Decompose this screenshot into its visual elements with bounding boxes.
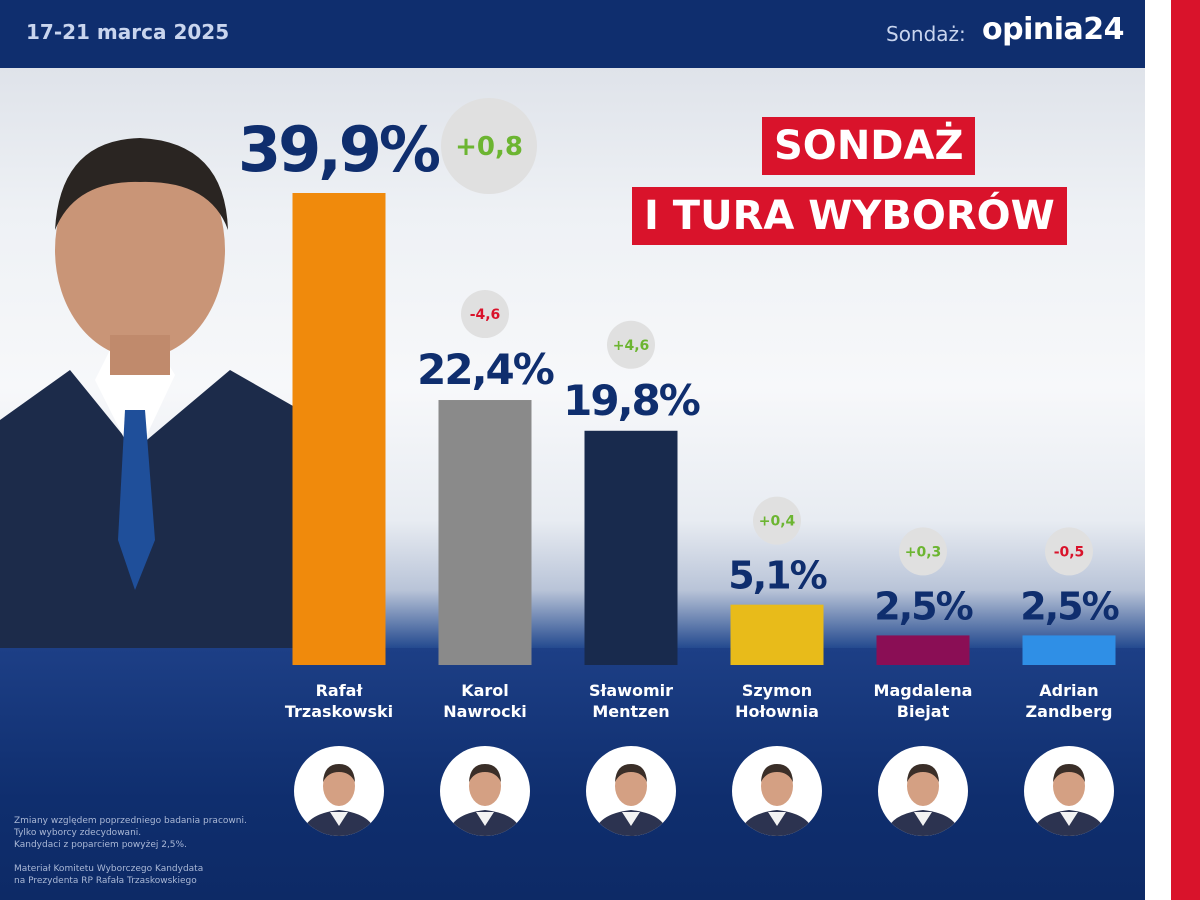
candidate-name-line: Adrian xyxy=(1039,681,1099,700)
change-label: +4,6 xyxy=(613,338,650,354)
candidate-avatar xyxy=(294,746,384,836)
avatar-image xyxy=(302,764,376,836)
candidate-name: Magdalena Biejat xyxy=(853,680,993,722)
candidate-name-line: Mentzen xyxy=(592,702,670,721)
value-label: 39,9% xyxy=(238,113,440,186)
candidate-name-line: Magdalena xyxy=(873,681,973,700)
candidate-name-line: Hołownia xyxy=(735,702,819,721)
header-bar: 17-21 marca 2025 Sondaż: opinia24 xyxy=(0,0,1145,68)
bar xyxy=(438,400,532,665)
value-label: 2,5% xyxy=(874,584,972,628)
value-label: 5,1% xyxy=(728,554,826,598)
avatar-image xyxy=(740,764,814,836)
footnote-line: Kandydaci z poparciem powyżej 2,5%. xyxy=(14,840,187,850)
poll-date: 17-21 marca 2025 xyxy=(26,20,230,44)
change-badge xyxy=(461,290,509,339)
footnote: Zmiany względem poprzedniego badania pra… xyxy=(14,815,294,887)
bar xyxy=(1022,635,1116,665)
candidate-name-line: Karol xyxy=(461,681,509,700)
candidate-name-line: Nawrocki xyxy=(443,702,527,721)
change-badge xyxy=(899,527,947,576)
footnote-line xyxy=(14,851,294,863)
candidate-name-line: Sławomir xyxy=(588,681,674,700)
value-label: 2,5% xyxy=(1020,584,1118,628)
change-badge xyxy=(1045,527,1093,576)
candidate-name: Rafał Trzaskowski xyxy=(269,680,409,722)
avatar-image xyxy=(886,764,960,836)
candidate-name: Sławomir Mentzen xyxy=(561,680,701,722)
bar xyxy=(876,635,970,665)
candidate-name: Adrian Zandberg xyxy=(999,680,1139,722)
footnote-line: na Prezydenta RP Rafała Trzaskowskiego xyxy=(14,876,197,886)
candidate-name-line: Zandberg xyxy=(1025,702,1113,721)
candidate-avatar xyxy=(1024,746,1114,836)
change-label: -4,6 xyxy=(470,307,501,323)
candidate-name: Szymon Hołownia xyxy=(707,680,847,722)
side-stripe-red xyxy=(1171,0,1200,900)
value-label: 19,8% xyxy=(563,376,700,425)
candidate-avatar xyxy=(732,746,822,836)
candidate-portrait-image xyxy=(0,138,300,648)
candidate-name-line: Biejat xyxy=(896,702,950,721)
poll-label: Sondaż: xyxy=(886,22,966,46)
side-stripe-white xyxy=(1145,0,1171,900)
change-badge xyxy=(753,496,801,545)
candidate-avatar xyxy=(586,746,676,836)
chart-title-line2: I TURA WYBORÓW xyxy=(632,187,1067,245)
candidate-avatar xyxy=(440,746,530,836)
change-badge xyxy=(441,98,537,194)
opinia24-logo: opinia24 xyxy=(982,12,1125,47)
avatar-image xyxy=(1032,764,1106,836)
bar xyxy=(730,604,824,665)
avatar-image xyxy=(448,764,522,836)
value-label: 22,4% xyxy=(417,345,554,394)
avatar-image xyxy=(594,764,668,836)
candidate-name-line: Rafał xyxy=(315,681,363,700)
candidate-name-line: Trzaskowski xyxy=(284,702,394,721)
change-label: +0,4 xyxy=(759,514,796,530)
footnote-line: Zmiany względem poprzedniego badania pra… xyxy=(14,816,247,826)
candidate-name-line: Szymon xyxy=(741,681,813,700)
bar xyxy=(292,193,386,665)
bar xyxy=(584,430,678,665)
change-label: +0,8 xyxy=(455,132,523,162)
candidate-avatar xyxy=(878,746,968,836)
footnote-line: Materiał Komitetu Wyborczego Kandydata xyxy=(14,864,204,874)
change-label: +0,3 xyxy=(905,544,942,560)
chart-title-line1: SONDAŻ xyxy=(762,117,976,175)
change-badge xyxy=(607,320,655,369)
change-label: -0,5 xyxy=(1054,544,1085,560)
footnote-line: Tylko wyborcy zdecydowani. xyxy=(14,828,142,838)
candidate-name: Karol Nawrocki xyxy=(415,680,555,722)
bar-chart: 39,9% +0,8 22,4% -4,6 19,8% +4,6 5,1% +0,4 2,5% +… xyxy=(238,98,1118,665)
